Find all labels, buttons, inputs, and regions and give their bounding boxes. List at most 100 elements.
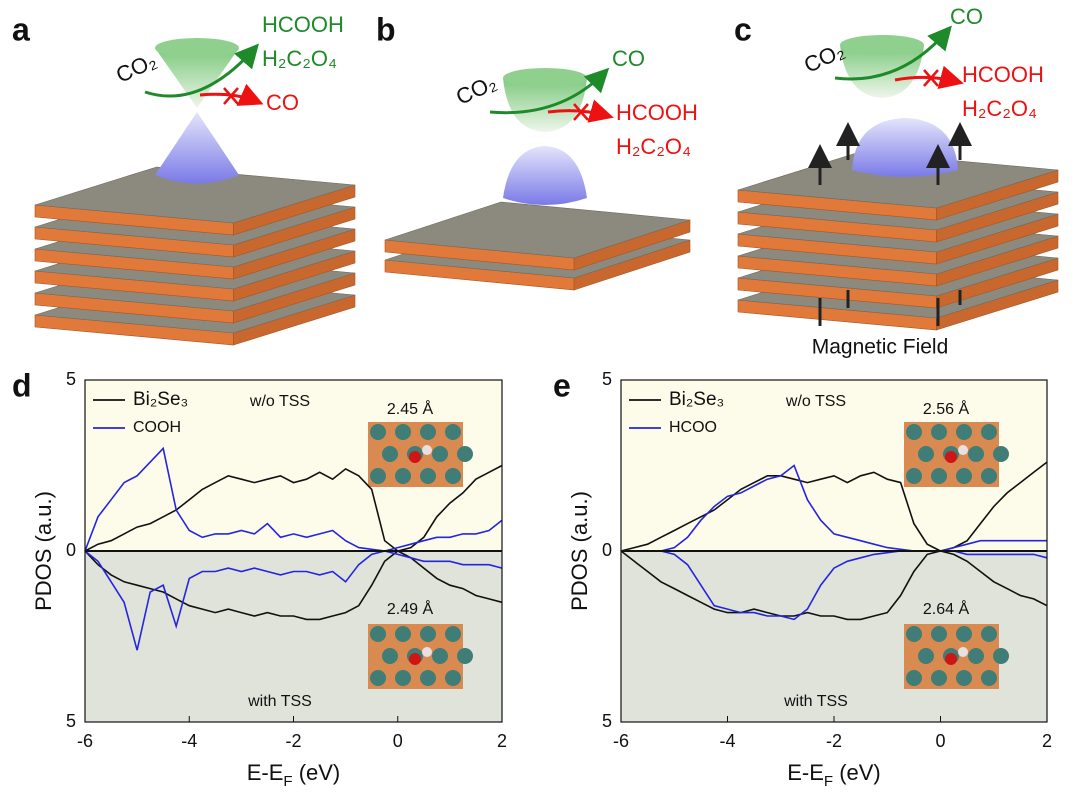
inset-image xyxy=(368,624,473,689)
y-tick-label: 0 xyxy=(66,540,76,560)
y-tick-label: 5 xyxy=(602,369,612,389)
product: H₂C₂O₄ xyxy=(616,134,691,159)
atom xyxy=(931,670,947,686)
atom xyxy=(906,424,922,440)
atom xyxy=(918,446,934,462)
atom xyxy=(432,446,448,462)
legend-label: Bi₂Se₃ xyxy=(133,389,188,410)
atom xyxy=(370,468,386,484)
atom xyxy=(422,445,432,455)
atom xyxy=(956,424,972,440)
annotation: 2.45 Å xyxy=(387,399,434,418)
upper-cone xyxy=(503,78,587,132)
atom xyxy=(422,647,432,657)
panel-label: e xyxy=(553,367,571,403)
x-axis-label: E-EF (eV) xyxy=(787,760,881,791)
atom xyxy=(981,424,997,440)
legend-label: HCOO xyxy=(669,419,717,436)
y-tick-label: 5 xyxy=(602,711,612,731)
upper-cone-top xyxy=(155,38,239,58)
atom xyxy=(457,446,473,462)
atom xyxy=(395,424,411,440)
atom xyxy=(956,626,972,642)
reactant: CO₂ xyxy=(112,48,160,88)
x-axis-label-part: (eV) xyxy=(293,760,341,785)
lower-cone xyxy=(503,146,587,205)
annotation: w/o TSS xyxy=(249,393,310,410)
atom xyxy=(382,446,398,462)
legend-label: Bi₂Se₃ xyxy=(669,389,724,410)
atom xyxy=(432,648,448,664)
product: HCOOH xyxy=(616,100,698,125)
block-mark xyxy=(223,87,239,105)
atom xyxy=(968,648,984,664)
x-tick-label: -4 xyxy=(181,731,197,751)
atom xyxy=(445,424,461,440)
annotation: with TSS xyxy=(247,693,312,710)
atom xyxy=(993,446,1009,462)
atom xyxy=(409,653,421,665)
atom xyxy=(918,648,934,664)
atom xyxy=(370,424,386,440)
lower-cone xyxy=(852,118,958,177)
x-axis-label-part: F xyxy=(283,773,292,790)
suppressed-arrow xyxy=(894,65,964,89)
annotation: 2.49 Å xyxy=(387,599,434,618)
atom xyxy=(445,468,461,484)
panel-label: a xyxy=(12,11,30,47)
atom xyxy=(370,626,386,642)
atom xyxy=(958,647,968,657)
y-axis-label: PDOS (a.u.) xyxy=(567,491,592,611)
product: CO xyxy=(266,90,299,115)
x-tick-label: 2 xyxy=(497,731,507,751)
y-tick-label: 0 xyxy=(602,540,612,560)
x-tick-label: -2 xyxy=(826,731,842,751)
atom xyxy=(409,451,421,463)
atom xyxy=(945,451,957,463)
atom xyxy=(968,446,984,462)
atom xyxy=(993,648,1009,664)
y-tick-label: 5 xyxy=(66,711,76,731)
x-axis-label: E-EF (eV) xyxy=(247,760,341,791)
product: H₂C₂O₄ xyxy=(262,46,337,71)
annotation: with TSS xyxy=(783,693,848,710)
block-mark xyxy=(923,69,939,87)
annotation: w/o TSS xyxy=(785,393,846,410)
atom xyxy=(395,626,411,642)
upper-cone-top xyxy=(840,35,924,55)
atom xyxy=(420,424,436,440)
atom xyxy=(445,670,461,686)
atom xyxy=(958,445,968,455)
y-tick-label: 5 xyxy=(66,369,76,389)
legend-label: COOH xyxy=(133,419,181,436)
pdos-line xyxy=(621,550,1048,621)
atom xyxy=(420,670,436,686)
pdos-line xyxy=(621,464,1047,552)
atom xyxy=(395,670,411,686)
atom xyxy=(945,653,957,665)
favored-arrow xyxy=(144,43,259,98)
x-tick-label: -6 xyxy=(613,731,629,751)
product: HCOOH xyxy=(962,62,1044,87)
inset-image xyxy=(904,624,1009,689)
field-label: Magnetic Field xyxy=(812,336,949,359)
atom xyxy=(931,468,947,484)
x-tick-label: -6 xyxy=(77,731,93,751)
x-tick-label: -4 xyxy=(719,731,735,751)
atom xyxy=(956,468,972,484)
atom xyxy=(981,468,997,484)
atom xyxy=(956,670,972,686)
x-tick-label: 0 xyxy=(393,731,403,751)
x-axis-label-part: E-E xyxy=(787,760,824,785)
atom xyxy=(395,468,411,484)
atom xyxy=(931,626,947,642)
pdos-line xyxy=(84,446,503,552)
inset-image xyxy=(368,422,473,487)
annotation: 2.56 Å xyxy=(923,399,970,418)
x-tick-label: 0 xyxy=(935,731,945,751)
pdos-line xyxy=(84,464,503,552)
x-axis-label-part: E-E xyxy=(247,760,284,785)
upper-cone-top xyxy=(503,68,587,88)
upper-cone xyxy=(840,45,924,98)
